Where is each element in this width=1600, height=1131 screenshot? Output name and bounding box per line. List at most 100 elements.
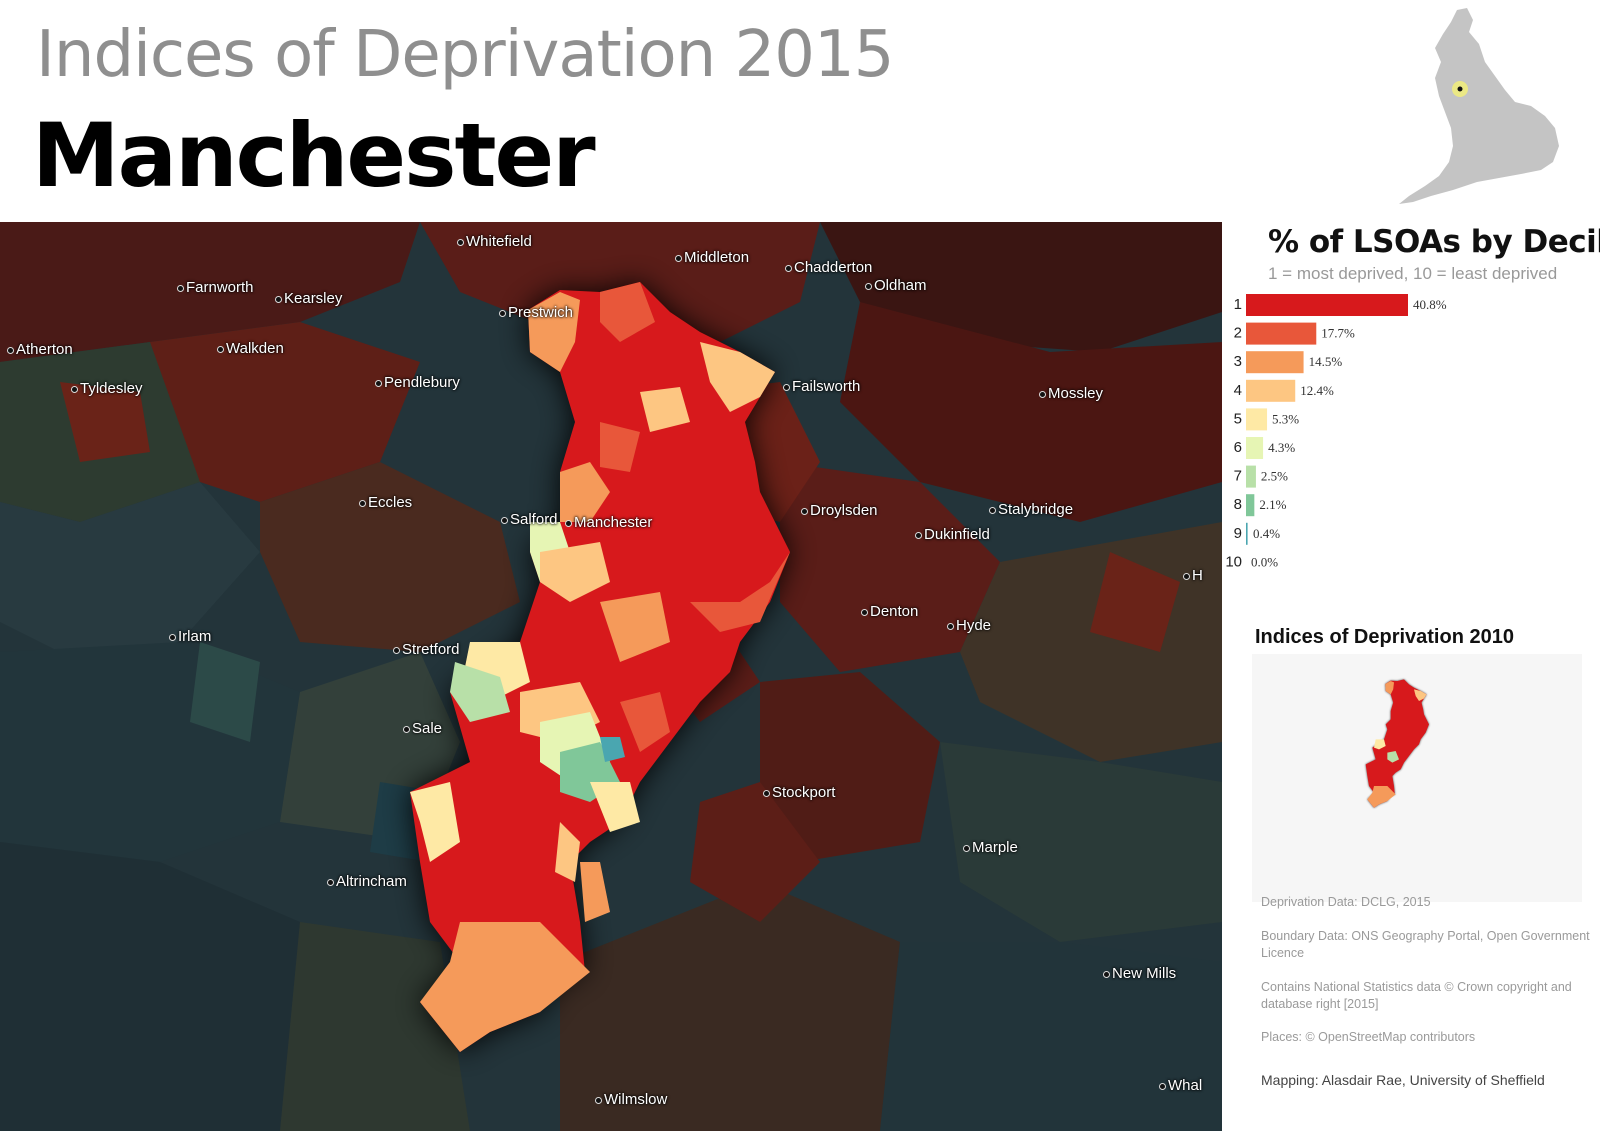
decile-label: 3 <box>1234 353 1242 370</box>
place-name: Eccles <box>368 494 413 511</box>
place-label-stockport: Stockport <box>764 784 835 801</box>
chart-title: % of LSOAs by Decile <box>1268 224 1600 260</box>
reference-map-title: Indices of Deprivation 2010 <box>1255 626 1514 648</box>
surrounding-areas <box>0 222 1222 1131</box>
place-dot-icon <box>1184 573 1189 579</box>
place-label-stretford: Stretford <box>394 641 460 658</box>
place-label-farnworth: Farnworth <box>178 279 254 296</box>
place-dot-icon <box>376 380 381 386</box>
place-label-dukinfield: Dukinfield <box>916 526 990 543</box>
place-label-hyde: Hyde <box>948 617 991 634</box>
decile-value-label: 12.4% <box>1300 383 1334 398</box>
decile-label: 5 <box>1234 410 1242 427</box>
place-name: Salford <box>510 511 558 528</box>
place-label-h: H <box>1184 567 1203 584</box>
place-label-altrincham: Altrincham <box>328 873 407 890</box>
place-label-kearsley: Kearsley <box>276 290 342 307</box>
place-label-stalybridge: Stalybridge <box>990 501 1073 518</box>
place-label-marple: Marple <box>964 839 1018 856</box>
deprivation-choropleth-map[interactable]: Whitefield Middleton Chadderton Oldham Farnw… <box>0 222 1222 1131</box>
place-dot-icon <box>784 384 789 390</box>
place-name: Kearsley <box>284 290 343 307</box>
place-label-sale: Sale <box>404 720 442 737</box>
place-dot-icon <box>170 634 175 640</box>
place-dot-icon <box>566 520 571 526</box>
place-name: Whal <box>1168 1077 1203 1094</box>
place-dot-icon <box>990 507 995 513</box>
place-label-prestwich: Prestwich <box>500 304 573 321</box>
place-dot-icon <box>786 265 791 271</box>
place-label-middleton: Middleton <box>676 249 749 266</box>
chart-subtitle: 1 = most deprived, 10 = least deprived <box>1268 264 1558 283</box>
decile-bar <box>1246 408 1268 431</box>
page-title: Manchester <box>32 104 596 207</box>
place-dot-icon <box>178 285 183 291</box>
place-label-failsworth: Failsworth <box>784 378 860 395</box>
place-dot-icon <box>866 283 871 289</box>
place-label-pendlebury: Pendlebury <box>376 374 460 391</box>
england-locator-map-icon <box>1399 8 1559 204</box>
decile-bar <box>1246 437 1264 459</box>
decile-bar <box>1246 522 1248 545</box>
decile-value-label: 14.5% <box>1309 354 1343 369</box>
place-name: Prestwich <box>508 304 574 321</box>
place-dot-icon <box>218 346 223 352</box>
decile-bar <box>1246 322 1317 345</box>
place-label-salford: Salford <box>502 511 558 528</box>
place-name: Stockport <box>772 784 836 801</box>
place-dot-icon <box>458 239 463 245</box>
place-name: Denton <box>870 603 919 620</box>
place-label-denton: Denton <box>862 603 918 620</box>
place-dot-icon <box>360 500 365 506</box>
header: Indices of Deprivation 2015 Manchester <box>0 0 1600 222</box>
place-name: Stretford <box>402 641 460 658</box>
place-name: Mossley <box>1048 385 1104 402</box>
manchester-lsoas <box>410 282 790 1052</box>
place-dot-icon <box>394 647 399 653</box>
place-name: Tyldesley <box>80 380 143 397</box>
place-dot-icon <box>676 255 681 261</box>
place-label-walkden: Walkden <box>218 340 284 357</box>
credit-boundary: Boundary Data: ONS Geography Portal, Ope… <box>1261 929 1590 960</box>
place-dot-icon <box>964 845 969 851</box>
place-name: Middleton <box>684 249 750 266</box>
place-label-irlam: Irlam <box>170 628 211 645</box>
place-dot-icon <box>72 386 77 392</box>
place-dot-icon <box>500 310 505 316</box>
credit-mapping: Mapping: Alasdair Rae, University of She… <box>1261 1072 1545 1088</box>
place-dot-icon <box>8 347 13 353</box>
credit-places: Places: © OpenStreetMap contributors <box>1261 1030 1476 1044</box>
decile-value-label: 0.0% <box>1251 554 1278 569</box>
place-name: Droylsden <box>810 502 878 519</box>
place-name: Sale <box>412 720 443 737</box>
place-label-manchester: Manchester <box>566 514 652 531</box>
place-dot-icon <box>802 508 807 514</box>
place-name: Whitefield <box>466 233 532 250</box>
place-dot-icon <box>596 1097 601 1103</box>
page-subtitle: Indices of Deprivation 2015 <box>36 18 894 92</box>
place-label-tyldesley: Tyldesley <box>72 380 143 397</box>
place-name: New Mills <box>1112 965 1177 982</box>
decile-label: 4 <box>1234 382 1242 399</box>
decile-bar <box>1246 294 1408 316</box>
decile-label: 1 <box>1234 296 1242 313</box>
place-name: Farnworth <box>186 279 254 296</box>
place-dot-icon <box>916 532 921 538</box>
place-dot-icon <box>328 879 333 885</box>
place-name: Atherton <box>16 341 73 358</box>
place-dot-icon <box>1040 391 1045 397</box>
place-dot-icon <box>764 790 769 796</box>
decile-value-label: 2.1% <box>1259 497 1286 512</box>
place-label-eccles: Eccles <box>360 494 412 511</box>
place-name: Manchester <box>574 514 653 531</box>
place-label-new-mills: New Mills <box>1104 965 1176 982</box>
decile-value-label: 5.3% <box>1272 411 1299 426</box>
place-name: Dukinfield <box>924 526 990 543</box>
decile-bar <box>1246 465 1256 488</box>
decile-value-label: 4.3% <box>1268 440 1295 455</box>
decile-bar-chart: 1 40.8% 2 17.7% 3 14.5% 4 12.4% 5 5.3% 6 4.3% 7 2.5% 8… <box>1225 294 1447 570</box>
place-name: Chadderton <box>794 259 873 276</box>
place-label-droylsden: Droylsden <box>802 502 878 519</box>
decile-bar <box>1246 494 1255 517</box>
place-label-whal: Whal <box>1160 1077 1202 1094</box>
